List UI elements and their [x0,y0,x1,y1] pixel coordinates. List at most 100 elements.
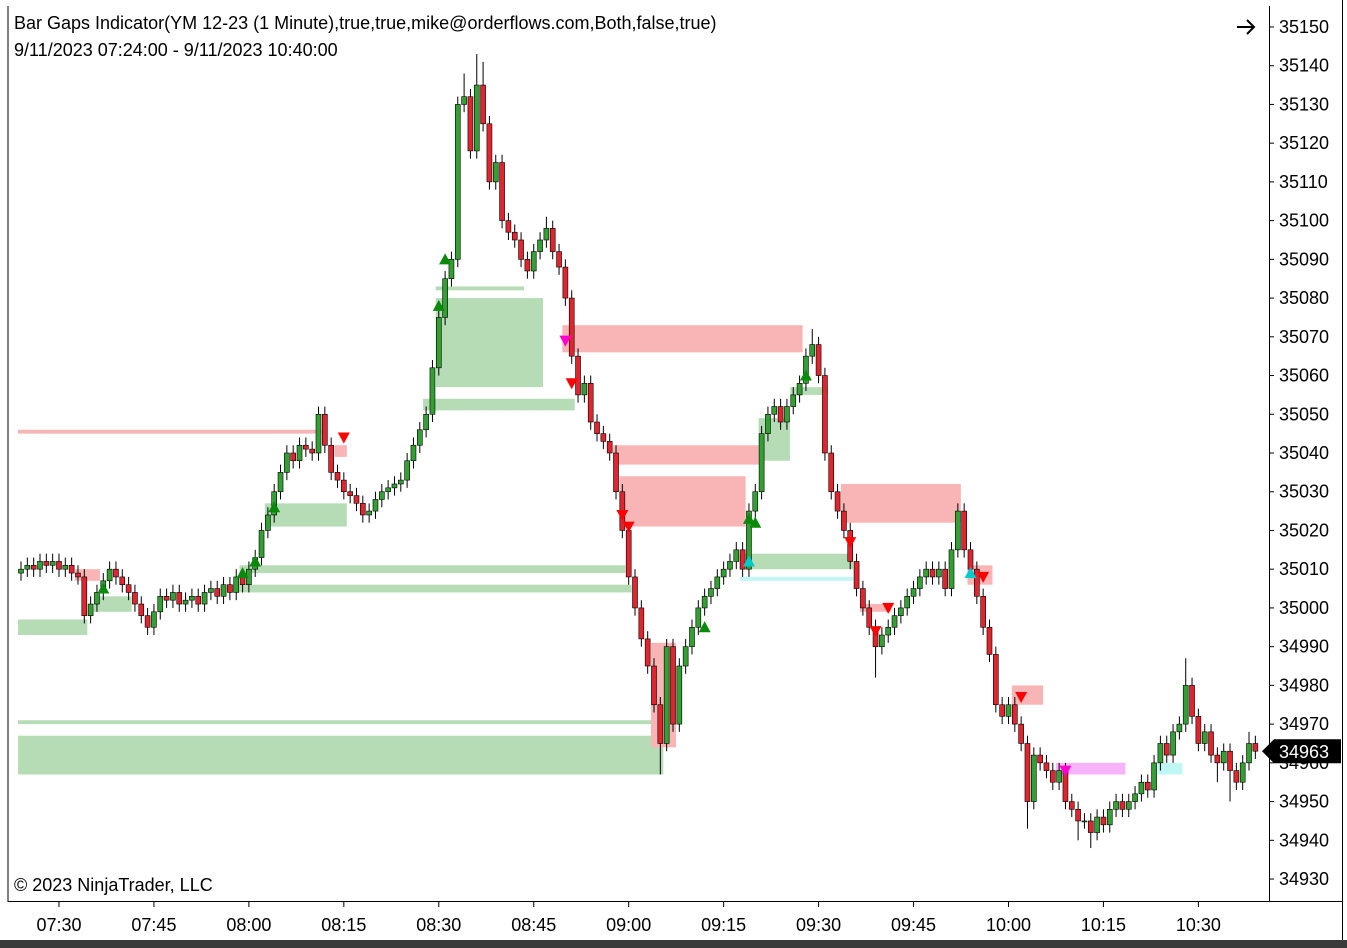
candle-body [277,472,284,493]
candle-body [1056,770,1062,783]
candle-body [758,433,765,493]
candle-body [296,444,303,462]
candle-body [537,239,543,252]
candle-body [1246,743,1252,764]
candle-body [518,239,524,260]
candle-body [353,495,360,504]
signal-marker [977,571,990,583]
candle-body [587,382,594,423]
candle-body [435,317,442,369]
gap-zone [18,619,88,636]
y-tick-label: 34970 [1279,714,1329,734]
signal-marker [742,512,755,524]
candle-body [18,568,24,574]
x-tick-label: 08:45 [511,915,556,935]
candle-body [923,568,929,578]
candle-body [714,576,721,589]
candle-body [632,576,638,609]
candle-body [480,84,486,125]
candle-body [790,394,797,407]
candle-body [258,530,265,558]
signal-marker [698,621,711,633]
candle-body [1075,809,1081,822]
candle-body [1024,743,1031,802]
candle-body [822,375,828,454]
y-tick-label: 35140 [1279,56,1329,76]
candle-body [334,472,341,481]
candle-body [828,452,835,493]
candle-body [986,626,993,655]
x-tick-label: 08:15 [321,915,366,935]
candle-body [176,592,183,605]
candle-body [910,588,917,597]
gap-zone [562,325,803,353]
candle-body [1119,801,1126,810]
candle-body [796,382,803,396]
arrow-icon[interactable] [1237,19,1256,35]
x-tick-label: 07:30 [36,915,81,935]
candle-body [1113,801,1119,810]
candle-body [670,646,676,725]
candle-body [170,592,176,601]
signal-marker [337,432,350,444]
candle-body [1068,801,1075,810]
gap-zone [74,569,100,581]
candle-body [75,572,81,578]
candle-body [68,565,75,574]
last-price-label: 34963 [1279,742,1329,762]
candle-body [473,84,480,152]
candle-body [562,266,569,299]
candle-body [290,452,296,462]
candle-body [625,530,632,578]
candle-body [1132,793,1138,802]
candle-body [220,584,227,597]
signal-marker [236,567,249,579]
candle-body [1049,770,1056,783]
gap-zone [435,286,525,291]
chart-title: Bar Gaps Indicator(YM 12-23 (1 Minute),t… [14,13,717,33]
candle-body [1106,809,1113,826]
x-tick-label: 09:15 [701,915,746,935]
candle-body [1252,743,1259,752]
candle-body [980,596,986,628]
y-tick-label: 35040 [1279,443,1329,463]
candle-body [720,568,727,578]
candle-body [423,413,429,431]
candle-body [1125,801,1132,810]
candle-body [752,491,759,512]
candle-body [341,479,347,493]
candle-body [834,491,841,512]
signal-marker [439,253,452,265]
candle-body [1208,731,1214,756]
chart-subtitle: 9/11/2023 07:24:00 - 9/11/2023 10:40:00 [14,40,338,60]
signal-marker [249,555,262,567]
x-tick-label: 10:15 [1081,915,1126,935]
candle-body [125,584,132,593]
candle-body [784,406,790,423]
candle-body [366,510,372,516]
y-tick-label: 35010 [1279,559,1329,579]
candle-body [499,162,505,221]
signal-marker [799,369,812,381]
candle-body [1170,731,1176,756]
candle-body [208,588,214,593]
candle-body [486,123,493,183]
candle-body [1018,723,1024,744]
candle-body [689,626,695,647]
gap-zone [739,576,854,581]
gap-zone [239,565,626,574]
x-tick-label: 09:45 [891,915,936,935]
candle-body [322,413,328,446]
x-tick-label: 08:00 [226,915,271,935]
candle-body [524,259,531,272]
candle-body [644,638,651,667]
candle-body [1005,704,1012,717]
candle-body [360,503,366,516]
candle-body [727,561,733,570]
y-tick-label: 34980 [1279,675,1329,695]
candle-body [1214,754,1221,764]
y-tick-label: 35000 [1279,598,1329,618]
